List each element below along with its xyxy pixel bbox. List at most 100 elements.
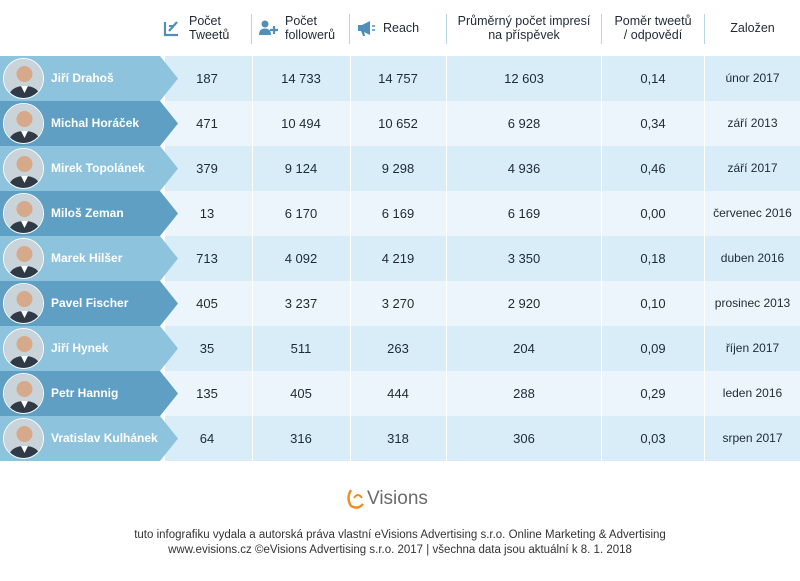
cell-reach: 318: [387, 431, 409, 446]
cell-followers: 511: [290, 341, 312, 356]
cell-ratio: 0,00: [640, 206, 666, 221]
table-row: Michal Horáček 471 10 494 10 652 6 928 0,34 zá…: [0, 101, 800, 146]
cell-tweets: 135: [196, 386, 218, 401]
column-divider: [252, 101, 253, 146]
candidate-name-cell: Michal Horáček: [0, 101, 178, 146]
column-divider: [446, 371, 447, 416]
cell-followers: 316: [290, 431, 312, 446]
header-ratio-line1: Poměr tweetů: [614, 14, 692, 28]
table-row: Marek Hilšer 713 4 092 4 219 3 350 0,18 duben …: [0, 236, 800, 281]
cell-impressions: 6 928: [507, 116, 541, 131]
cell-tweets: 405: [196, 296, 218, 311]
candidate-avatar: [3, 328, 44, 369]
cell-ratio: 0,34: [640, 116, 666, 131]
header-ratio-line2: / odpovědí: [623, 28, 683, 42]
cell-followers: 6 170: [284, 206, 318, 221]
column-divider: [446, 236, 447, 281]
column-divider: [350, 101, 351, 146]
column-divider: [350, 416, 351, 461]
person-icon: [4, 194, 43, 233]
column-divider: [446, 56, 447, 101]
column-divider: [350, 191, 351, 236]
candidate-name-cell: Pavel Fischer: [0, 281, 178, 326]
cell-followers: 14 733: [281, 71, 321, 86]
cell-reach: 4 219: [381, 251, 415, 266]
cell-impressions: 204: [513, 341, 535, 356]
candidate-avatar: [3, 148, 44, 189]
logo-text: Visions: [367, 488, 428, 509]
evisions-logo: Visions: [0, 484, 800, 517]
table-row: Jiří Hynek 35 511 263 204 0,09 říjen 2017: [0, 326, 800, 371]
column-divider: [252, 146, 253, 191]
cell-reach: 6 169: [381, 206, 415, 221]
column-divider: [252, 281, 253, 326]
column-divider: [704, 281, 705, 326]
cell-tweets: 64: [199, 431, 215, 446]
header-impressions-line1: Průměrný počet impresí: [457, 14, 591, 28]
cell-reach: 3 270: [381, 296, 415, 311]
row-background: [165, 56, 800, 101]
cell-followers: 4 092: [284, 251, 318, 266]
table-row: Pavel Fischer 405 3 237 3 270 2 920 0,10 prosi…: [0, 281, 800, 326]
cell-founded: září 2017: [727, 161, 778, 175]
column-divider: [704, 416, 705, 461]
column-divider: [446, 146, 447, 191]
column-divider: [601, 146, 602, 191]
column-divider: [350, 281, 351, 326]
row-background: [165, 281, 800, 326]
cell-impressions: 6 169: [507, 206, 541, 221]
tweet-icon: [163, 21, 178, 37]
candidate-avatar: [3, 238, 44, 279]
column-divider: [446, 101, 447, 146]
add-user-icon: [259, 20, 278, 35]
header-impressions-line2: na příspěvek: [488, 28, 560, 42]
cell-founded: červenec 2016: [713, 206, 792, 220]
cell-reach: 14 757: [378, 71, 418, 86]
cell-founded: říjen 2017: [725, 341, 780, 355]
cell-founded: prosinec 2013: [714, 296, 791, 310]
candidate-name-cell: Jiří Hynek: [0, 326, 178, 371]
cell-impressions: 4 936: [507, 161, 541, 176]
footer-line1: tuto infografiku vydala a autorská práva…: [134, 529, 666, 541]
candidate-avatar: [3, 193, 44, 234]
column-divider: [601, 191, 602, 236]
candidate-name-cell: Petr Hannig: [0, 371, 178, 416]
row-background: [165, 101, 800, 146]
person-icon: [4, 329, 43, 368]
cell-founded: leden 2016: [722, 386, 783, 400]
column-divider: [252, 191, 253, 236]
candidate-avatar: [3, 103, 44, 144]
name-tab: [0, 56, 178, 101]
row-background: [165, 326, 800, 371]
candidate-avatar: [3, 283, 44, 324]
footer-line2: www.evisions.cz ©eVisions Advertising s.…: [168, 544, 632, 556]
row-background: [165, 146, 800, 191]
cell-ratio: 0,03: [640, 431, 666, 446]
candidate-name-cell: Miloš Zeman: [0, 191, 178, 236]
cell-founded: duben 2016: [720, 251, 785, 265]
header-reach: Reach: [356, 0, 446, 56]
candidate-name: Mirek Topolánek: [51, 161, 145, 175]
candidate-name-cell: Vratislav Kulhánek: [0, 416, 178, 461]
row-background: [165, 191, 800, 236]
row-background: [165, 416, 800, 461]
candidate-name: Pavel Fischer: [51, 296, 129, 310]
column-divider: [704, 191, 705, 236]
column-divider: [252, 236, 253, 281]
cell-ratio: 0,14: [640, 71, 666, 86]
column-divider: [704, 56, 705, 101]
footer: tuto infografiku vydala a autorská práva…: [0, 528, 800, 558]
megaphone-icon: [358, 21, 375, 36]
table-row: Vratislav Kulhánek 64 316 318 306 0,03 srpen 2…: [0, 416, 800, 461]
cell-founded: září 2013: [727, 116, 778, 130]
person-icon: [4, 104, 43, 143]
cell-followers: 3 237: [284, 296, 318, 311]
column-divider: [252, 326, 253, 371]
person-icon: [4, 419, 43, 458]
cell-founded: srpen 2017: [722, 431, 783, 445]
table-header: Počet Tweetů Počet followerů Reach Průměrn…: [0, 0, 800, 56]
header-followers: Počet followerů: [258, 0, 350, 56]
column-divider: [252, 416, 253, 461]
cell-tweets: 187: [196, 71, 218, 86]
cell-ratio: 0,29: [640, 386, 666, 401]
